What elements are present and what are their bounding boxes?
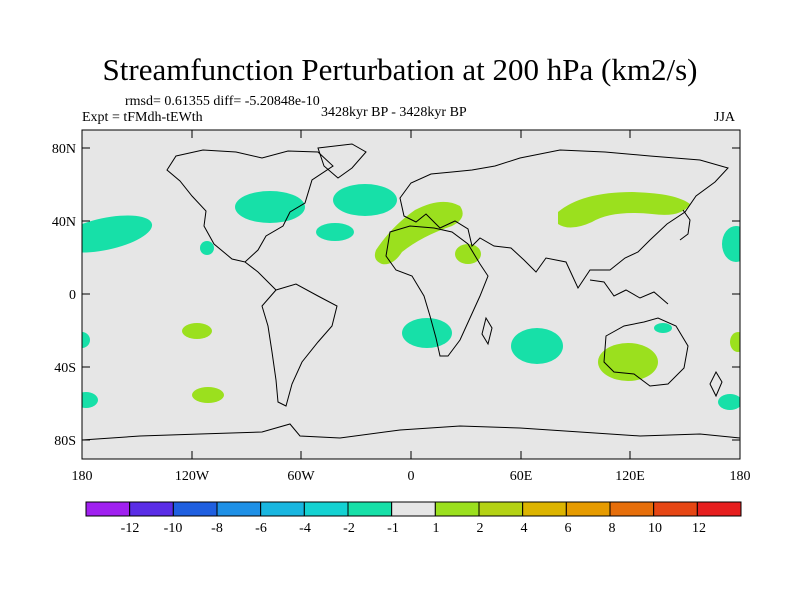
- lon-labels: 180 120W 60W 0 60E 120E 180: [72, 469, 751, 484]
- colorbar-label: 4: [521, 521, 528, 536]
- anomaly-south-pacific: [182, 323, 212, 339]
- anomaly-mediterranean: [374, 201, 463, 265]
- coast-greenland: [317, 143, 367, 179]
- colorbar: [85, 501, 742, 517]
- lat-label: 80S: [54, 434, 76, 449]
- coast-antarctica: [82, 423, 740, 441]
- colorbar-swatch: [347, 501, 393, 517]
- coast-australia: [603, 317, 689, 387]
- colorbar-label: 8: [609, 521, 616, 536]
- lat-label: 0: [69, 288, 76, 303]
- colorbar-swatch: [522, 501, 567, 517]
- anomaly-central-atlantic: [316, 223, 354, 241]
- colorbar-label: -12: [121, 521, 140, 536]
- colorbar-label: -10: [164, 521, 183, 536]
- colorbar-swatch: [129, 501, 174, 517]
- lon-label: 120E: [615, 469, 645, 484]
- colorbar-swatch: [172, 501, 218, 517]
- season-label: JJA: [714, 110, 736, 125]
- map-title: Streamfunction Perturbation at 200 hPa (…: [102, 52, 698, 87]
- colorbar-label: 12: [692, 521, 706, 536]
- lon-label: 60W: [287, 469, 315, 484]
- lat-label: 80N: [52, 142, 76, 157]
- anomaly-arabia: [455, 244, 481, 264]
- colorbar-label: -8: [211, 521, 223, 536]
- colorbar-label: -4: [299, 521, 311, 536]
- coast-central-america: [244, 261, 277, 291]
- lon-ticks: [81, 130, 741, 459]
- map-background: [82, 130, 740, 459]
- experiment-label: Expt = tFMdh-tEWth: [82, 110, 203, 125]
- colorbar-label: 1: [433, 521, 440, 536]
- colorbar-label: 2: [477, 521, 484, 536]
- lon-label: 60E: [510, 469, 533, 484]
- colorbar-label: -1: [387, 521, 399, 536]
- coast-madagascar: [481, 316, 493, 346]
- period-label: 3428kyr BP - 3428kyr BP: [321, 105, 467, 120]
- anomaly-central-asia: [558, 192, 690, 228]
- anomaly-north-atlantic: [333, 184, 397, 216]
- lon-label: 180: [72, 469, 93, 484]
- colorbar-swatch: [85, 501, 131, 517]
- colorbar-label: 6: [565, 521, 572, 536]
- anomaly-coral-sea: [654, 323, 672, 333]
- stats-text: rmsd= 0.61355 diff= -5.20848e-10: [125, 94, 320, 109]
- lat-label: 40S: [54, 361, 76, 376]
- colorbar-swatch: [434, 501, 480, 517]
- colorbar-swatch: [478, 501, 524, 517]
- colorbar-label: -6: [255, 521, 267, 536]
- anomaly-west-pacific-wrap: [82, 332, 90, 348]
- anomaly-ne-pacific-coast: [200, 241, 214, 255]
- anomaly-australia: [598, 343, 658, 381]
- anomaly-subantarctic-west: [82, 392, 98, 408]
- colorbar-swatch: [565, 501, 611, 517]
- lat-ticks: [82, 147, 740, 441]
- colorbar-swatch: [260, 501, 305, 517]
- lon-label: 120W: [175, 469, 210, 484]
- coast-japan: [679, 209, 691, 241]
- anomaly-indian-ocean: [511, 328, 563, 364]
- anomaly-south-atlantic: [402, 318, 452, 348]
- anomaly-east-pacific-s: [730, 332, 740, 352]
- colorbar-swatch: [696, 501, 742, 517]
- lon-label: 0: [408, 469, 415, 484]
- colorbar-swatch: [653, 501, 698, 517]
- anomaly-west-pacific: [722, 226, 740, 262]
- coastlines: [82, 143, 740, 441]
- coast-southeast-asia: [589, 279, 669, 305]
- coast-europe: [399, 149, 729, 290]
- coast-new-zealand: [709, 370, 723, 398]
- colorbar-label: 10: [648, 521, 662, 536]
- anomaly-north-america: [235, 191, 305, 223]
- colorbar-labels: -12 -10 -8 -6 -4 -2 -1 1 2 4 6 8 10 12: [121, 521, 706, 536]
- lat-labels: 80N 40N 0 40S 80S: [52, 142, 76, 449]
- coast-south-america: [261, 283, 338, 407]
- colorbar-label: -2: [343, 521, 355, 536]
- anomaly-n-pacific-east: [82, 215, 153, 253]
- coast-north-america: [166, 149, 334, 263]
- colorbar-swatch: [303, 501, 349, 517]
- coast-africa: [385, 225, 489, 357]
- anomaly-south-pacific-south: [192, 387, 224, 403]
- anomaly-subantarctic-east: [718, 394, 740, 410]
- anomaly-layer: [82, 184, 740, 410]
- colorbar-swatch: [609, 501, 655, 517]
- lon-label: 180: [730, 469, 751, 484]
- colorbar-swatch: [391, 501, 436, 517]
- colorbar-swatch: [216, 501, 262, 517]
- lat-label: 40N: [52, 215, 76, 230]
